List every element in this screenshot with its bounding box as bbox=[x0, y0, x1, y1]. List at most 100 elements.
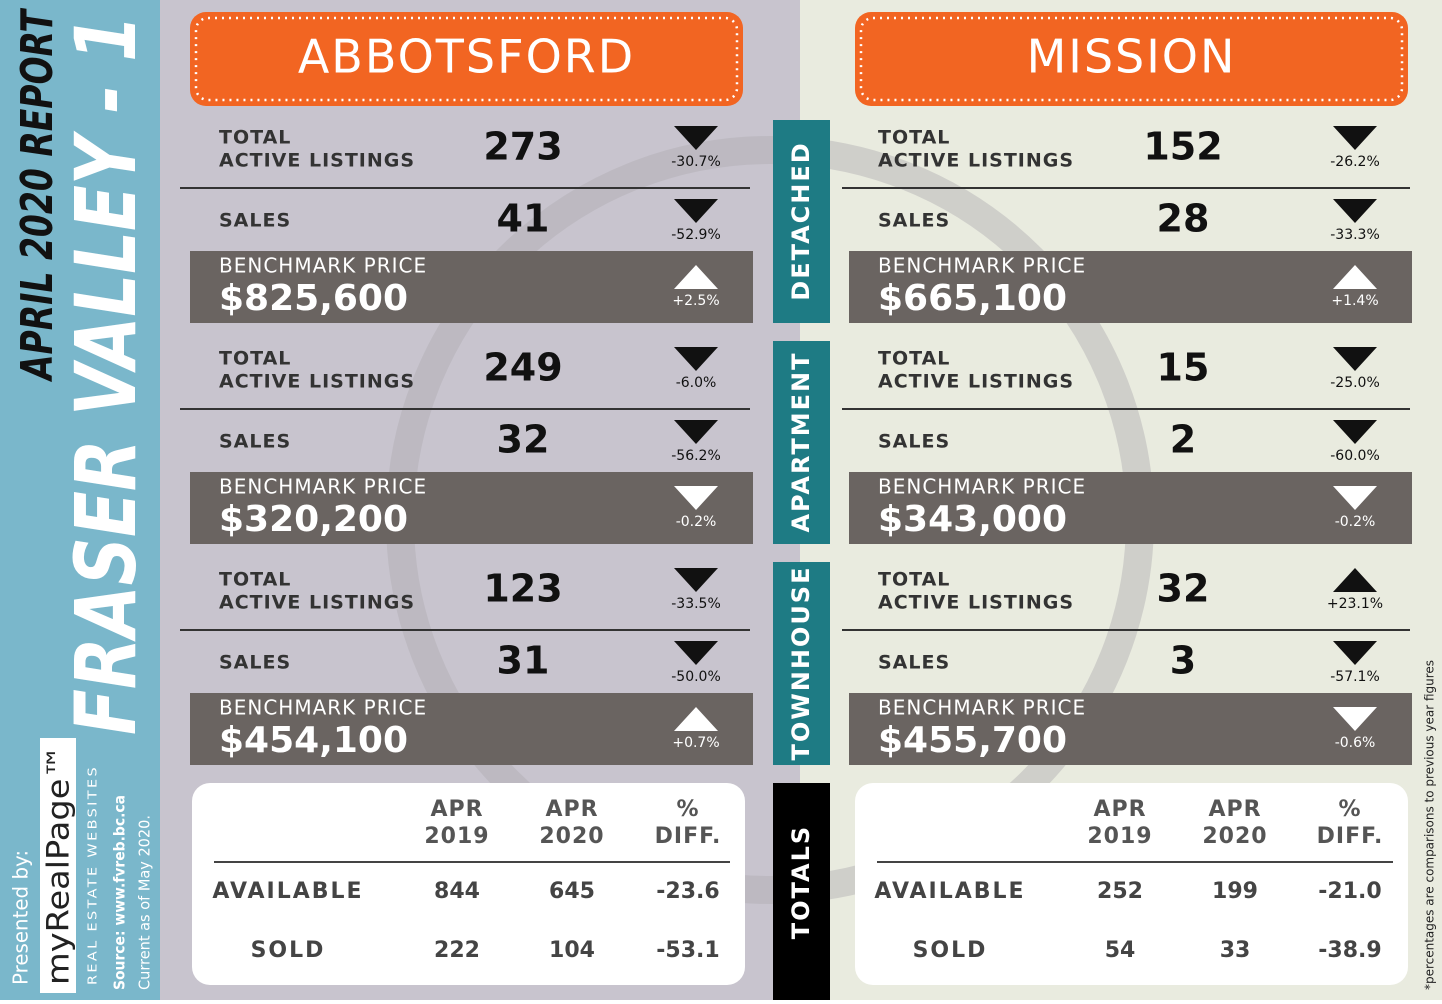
price-change: -0.2% bbox=[1335, 514, 1376, 530]
region-header bbox=[855, 12, 1408, 106]
region-header bbox=[190, 12, 743, 106]
price-change: -0.2% bbox=[676, 514, 717, 530]
totals-value: 252 bbox=[1097, 879, 1143, 904]
sidebar bbox=[0, 0, 160, 1000]
arrow-down bbox=[1333, 347, 1377, 371]
region-title: FRASER VALLEY - 1 bbox=[57, 15, 155, 735]
arrow-down bbox=[1333, 420, 1377, 444]
totals-value: -38.9 bbox=[1318, 938, 1381, 963]
price: $455,700 bbox=[878, 720, 1067, 761]
arrow-down bbox=[1333, 486, 1377, 510]
column-header: 2019 bbox=[1087, 824, 1152, 849]
totals-label: TOTALS bbox=[787, 825, 815, 939]
label-total: TOTAL bbox=[878, 127, 950, 149]
category-bar bbox=[773, 341, 830, 544]
label-total: TOTAL bbox=[878, 348, 950, 370]
brand: myRealPage™ bbox=[42, 745, 77, 985]
sales-change: -60.0% bbox=[1330, 448, 1380, 464]
listings: 15 bbox=[1157, 346, 1210, 390]
tagline: REAL ESTATE WEBSITES bbox=[86, 765, 100, 985]
brand-box bbox=[40, 738, 76, 993]
arrow-up bbox=[674, 265, 718, 289]
price-change: -0.6% bbox=[1335, 735, 1376, 751]
sales: 28 bbox=[1157, 197, 1210, 241]
arrow-down bbox=[1333, 707, 1377, 731]
category-bar bbox=[773, 120, 830, 323]
region-name: ABBOTSFORD bbox=[298, 30, 635, 84]
listings-change: -6.0% bbox=[676, 375, 717, 391]
column-header: % bbox=[1338, 797, 1361, 822]
row-label: SOLD bbox=[913, 938, 988, 963]
price: $454,100 bbox=[219, 720, 408, 761]
listings-change: -33.5% bbox=[671, 596, 721, 612]
label-total: TOTAL bbox=[219, 127, 291, 149]
arrow-down bbox=[674, 347, 718, 371]
label-benchmark: BENCHMARK PRICE bbox=[219, 254, 427, 278]
totals-value: 844 bbox=[434, 879, 480, 904]
price: $665,100 bbox=[878, 278, 1067, 319]
arrow-down bbox=[1333, 126, 1377, 150]
price: $320,200 bbox=[219, 499, 408, 540]
totals-box bbox=[192, 783, 745, 985]
presented: Presented by: bbox=[9, 850, 33, 985]
sales-change: -50.0% bbox=[671, 669, 721, 685]
listings: 32 bbox=[1157, 567, 1210, 611]
current: Current as of May 2020. bbox=[136, 815, 154, 990]
totals-value: -53.1 bbox=[656, 938, 719, 963]
sales-change: -33.3% bbox=[1330, 227, 1380, 243]
totals-value: -21.0 bbox=[1318, 879, 1381, 904]
listings-change: +23.1% bbox=[1327, 596, 1383, 612]
price-change: +0.7% bbox=[672, 735, 719, 751]
column-header: 2020 bbox=[1202, 824, 1267, 849]
label-sales: SALES bbox=[219, 431, 291, 453]
listings-change: -25.0% bbox=[1330, 375, 1380, 391]
column-header: 2019 bbox=[424, 824, 489, 849]
report-title: APRIL 2020 REPORT bbox=[12, 8, 63, 382]
arrow-up bbox=[1333, 265, 1377, 289]
category-label: APARTMENT bbox=[787, 351, 815, 532]
row-label: AVAILABLE bbox=[874, 879, 1025, 904]
region-name: MISSION bbox=[1027, 30, 1237, 84]
column-header: DIFF. bbox=[655, 824, 722, 849]
label-active: ACTIVE LISTINGS bbox=[878, 592, 1074, 614]
footnote: *percentages are comparisons to previous… bbox=[1423, 660, 1437, 990]
totals-value: 54 bbox=[1105, 938, 1136, 963]
column-header: APR bbox=[1208, 797, 1261, 822]
label-sales: SALES bbox=[878, 210, 950, 232]
label-total: TOTAL bbox=[219, 348, 291, 370]
column-header: APR bbox=[545, 797, 598, 822]
label-total: TOTAL bbox=[219, 569, 291, 591]
label-sales: SALES bbox=[878, 652, 950, 674]
label-sales: SALES bbox=[219, 652, 291, 674]
column-header: % bbox=[676, 797, 699, 822]
category-label: TOWNHOUSE bbox=[787, 566, 815, 761]
price-change: +1.4% bbox=[1331, 293, 1378, 309]
price-change: +2.5% bbox=[672, 293, 719, 309]
arrow-down bbox=[1333, 199, 1377, 223]
label-benchmark: BENCHMARK PRICE bbox=[219, 475, 427, 499]
sales: 31 bbox=[497, 639, 550, 683]
benchmark-box bbox=[849, 693, 1412, 765]
sales: 32 bbox=[497, 418, 550, 462]
header-border bbox=[859, 16, 1404, 102]
arrow-down bbox=[674, 199, 718, 223]
row-label: SOLD bbox=[251, 938, 326, 963]
listings-change: -30.7% bbox=[671, 154, 721, 170]
category-label: DETACHED bbox=[787, 141, 815, 300]
totals-value: 222 bbox=[434, 938, 480, 963]
arrow-down bbox=[674, 420, 718, 444]
totals-bar bbox=[773, 783, 830, 1000]
totals-value: 645 bbox=[549, 879, 595, 904]
totals-box bbox=[855, 783, 1408, 985]
listings: 123 bbox=[483, 567, 562, 611]
label-active: ACTIVE LISTINGS bbox=[219, 150, 415, 172]
listings-change: -26.2% bbox=[1330, 154, 1380, 170]
sales-change: -52.9% bbox=[671, 227, 721, 243]
arrow-down bbox=[1333, 641, 1377, 665]
listings: 249 bbox=[483, 346, 562, 390]
sales: 2 bbox=[1170, 418, 1196, 462]
benchmark-box bbox=[849, 251, 1412, 323]
totals-value: 33 bbox=[1220, 938, 1251, 963]
category-bar bbox=[773, 562, 830, 765]
